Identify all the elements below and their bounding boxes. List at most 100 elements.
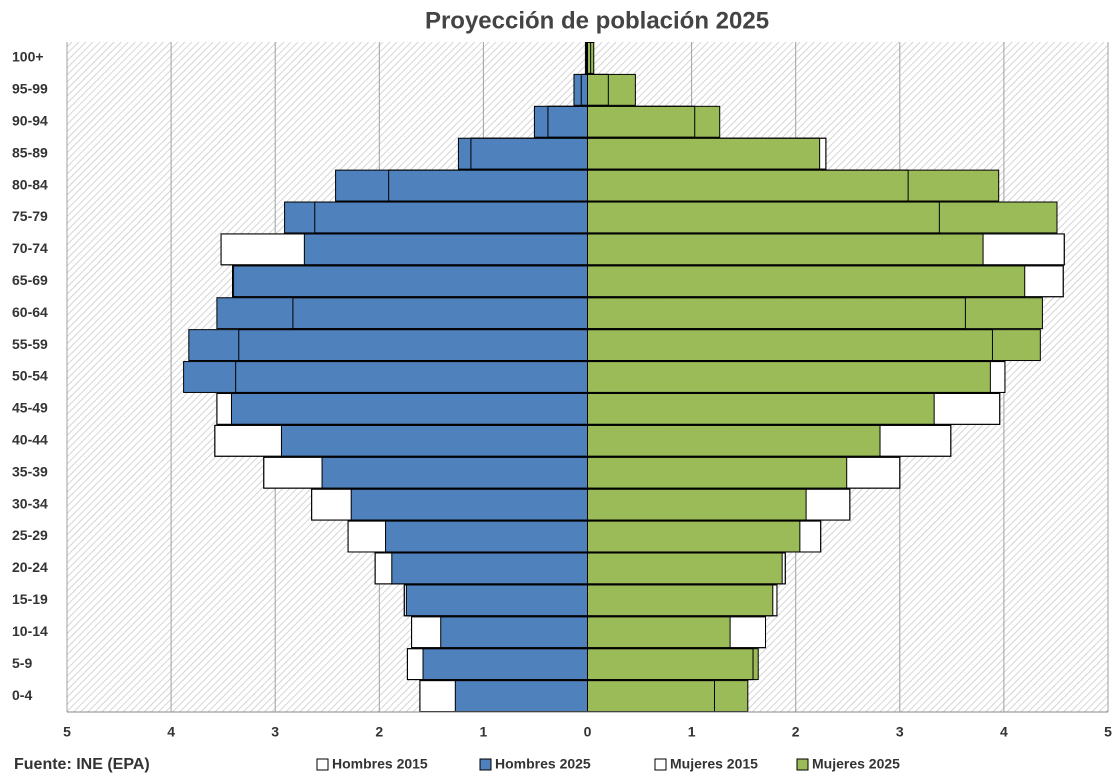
x-tick-label: 5 bbox=[1104, 724, 1112, 740]
bar bbox=[587, 424, 881, 457]
bar bbox=[350, 488, 588, 521]
x-tick-label: 2 bbox=[792, 724, 800, 740]
y-tick-label: 55-59 bbox=[12, 336, 48, 352]
bar bbox=[216, 297, 589, 330]
x-tick-label: 4 bbox=[167, 724, 175, 740]
legend-label: Hombres 2015 bbox=[332, 756, 428, 772]
bar-outline bbox=[587, 105, 696, 138]
bar bbox=[284, 201, 588, 234]
bar bbox=[440, 616, 588, 649]
legend-swatch bbox=[316, 758, 329, 771]
bar-outline bbox=[587, 456, 901, 489]
bar bbox=[587, 648, 759, 681]
x-tick-label: 1 bbox=[688, 724, 696, 740]
y-tick-label: 80-84 bbox=[12, 176, 48, 192]
bar-outline bbox=[587, 329, 993, 362]
bar bbox=[533, 105, 588, 138]
bar bbox=[422, 648, 588, 681]
bar-outline bbox=[587, 361, 1006, 393]
bar-outline bbox=[587, 73, 609, 106]
bar bbox=[587, 329, 1041, 362]
y-tick-label: 15-19 bbox=[12, 591, 48, 607]
bar bbox=[457, 137, 588, 170]
bar-outline bbox=[587, 648, 754, 681]
bar bbox=[188, 329, 588, 362]
y-tick-label: 100+ bbox=[12, 49, 44, 65]
bar-outline bbox=[587, 42, 592, 74]
legend-label: Mujeres 2025 bbox=[812, 756, 900, 772]
bar-outline bbox=[587, 169, 909, 202]
bar bbox=[587, 552, 783, 585]
bar bbox=[335, 169, 588, 202]
y-tick-label: 60-64 bbox=[12, 304, 48, 320]
legend-label: Mujeres 2015 bbox=[670, 756, 758, 772]
legend-label: Hombres 2025 bbox=[495, 756, 591, 772]
x-tick-label: 3 bbox=[271, 724, 279, 740]
bar bbox=[587, 616, 731, 649]
bar bbox=[587, 488, 807, 521]
x-tick-label: 5 bbox=[63, 724, 71, 740]
x-tick-label: 0 bbox=[584, 724, 592, 740]
bar bbox=[587, 392, 935, 425]
bar bbox=[587, 169, 1000, 202]
bar-outline bbox=[587, 584, 778, 617]
y-tick-label: 85-89 bbox=[12, 144, 48, 160]
bar bbox=[233, 265, 588, 298]
bar bbox=[303, 233, 588, 266]
bar bbox=[391, 552, 588, 585]
legend-swatch bbox=[479, 758, 492, 771]
y-tick-label: 90-94 bbox=[12, 112, 48, 128]
bar bbox=[587, 297, 1043, 330]
bar-outline bbox=[587, 201, 940, 234]
y-tick-label: 45-49 bbox=[12, 400, 48, 416]
x-tick-label: 1 bbox=[480, 724, 488, 740]
y-tick-label: 65-69 bbox=[12, 272, 48, 288]
bar-outline bbox=[587, 488, 851, 521]
bar-outline bbox=[587, 297, 966, 330]
bar-outline bbox=[587, 233, 1065, 266]
y-tick-label: 5-9 bbox=[12, 655, 32, 671]
bar-outline bbox=[587, 520, 822, 553]
x-tick-label: 2 bbox=[375, 724, 383, 740]
bar bbox=[587, 584, 774, 617]
bar bbox=[321, 456, 588, 489]
y-tick-label: 10-14 bbox=[12, 623, 48, 639]
bar-outline bbox=[587, 137, 827, 170]
y-tick-label: 95-99 bbox=[12, 81, 48, 97]
y-tick-label: 75-79 bbox=[12, 208, 48, 224]
bar bbox=[454, 680, 588, 712]
legend-swatch bbox=[654, 758, 667, 771]
bar-outline bbox=[587, 552, 786, 585]
bar bbox=[587, 361, 991, 393]
bar bbox=[587, 265, 1026, 298]
chart-title: Proyección de población 2025 bbox=[425, 7, 769, 34]
bar bbox=[573, 73, 588, 106]
y-tick-label: 20-24 bbox=[12, 559, 48, 575]
x-tick-label: 4 bbox=[1000, 724, 1008, 740]
bar bbox=[587, 73, 636, 106]
y-tick-label: 40-44 bbox=[12, 432, 48, 448]
bar bbox=[587, 520, 801, 553]
y-tick-label: 30-34 bbox=[12, 495, 48, 511]
bar-outline bbox=[587, 265, 1064, 298]
bar bbox=[280, 424, 588, 457]
source: Fuente: INE (EPA) bbox=[14, 756, 150, 773]
bar bbox=[587, 680, 749, 712]
x-tick-label: 3 bbox=[896, 724, 904, 740]
bar bbox=[405, 584, 588, 617]
bar bbox=[230, 392, 588, 425]
bar-outline bbox=[587, 424, 952, 457]
bar bbox=[587, 137, 821, 170]
y-tick-label: 25-29 bbox=[12, 527, 48, 543]
bar bbox=[183, 361, 588, 393]
bar-outline bbox=[587, 616, 767, 649]
y-tick-label: 35-39 bbox=[12, 463, 48, 479]
y-tick-label: 70-74 bbox=[12, 240, 48, 256]
legend-swatch bbox=[796, 758, 809, 771]
bar-outline bbox=[587, 392, 1001, 425]
y-tick-label: 50-54 bbox=[12, 368, 48, 384]
bar bbox=[385, 520, 588, 553]
y-tick-label: 0-4 bbox=[12, 687, 32, 703]
bar bbox=[587, 456, 848, 489]
